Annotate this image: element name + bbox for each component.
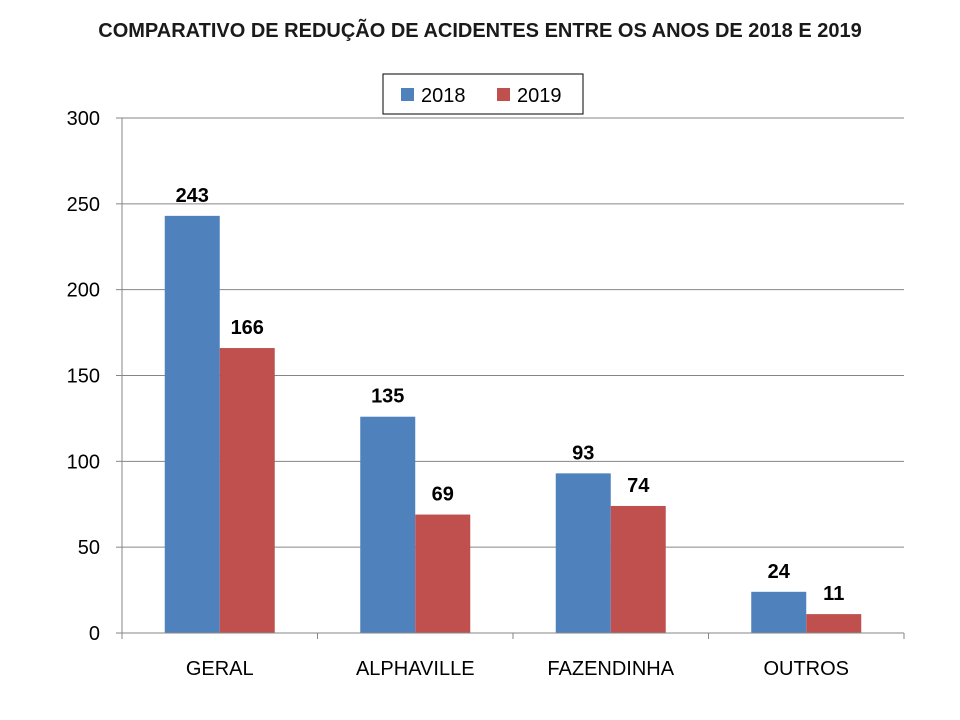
legend-label-2019: 2019 <box>517 85 562 107</box>
x-category-label-alphaville: ALPHAVILLE <box>356 658 475 680</box>
y-tick-label: 300 <box>67 108 100 130</box>
x-category-label-fazendinha: FAZENDINHA <box>547 658 674 680</box>
y-tick-label: 0 <box>89 623 100 645</box>
legend-swatch-2018 <box>401 88 414 101</box>
y-tick-label: 150 <box>67 366 100 388</box>
x-category-label-geral: GERAL <box>186 658 254 680</box>
x-category-label-outros: OUTROS <box>763 658 849 680</box>
data-label-geral-2019: 166 <box>231 317 264 339</box>
y-tick-label: 50 <box>78 537 100 559</box>
gridlines <box>122 117 904 548</box>
bar-alphaville-2019 <box>415 514 471 633</box>
data-label-fazendinha-2018: 93 <box>572 442 594 464</box>
y-tick-label: 250 <box>67 194 100 216</box>
chart-title: COMPARATIVO DE REDUÇÃO DE ACIDENTES ENTR… <box>98 20 862 42</box>
y-tick-label: 100 <box>67 451 100 473</box>
axes: 0 50 100 150 200 250 300 GERAL ALPHAVILLE FAZENDI… <box>67 108 905 680</box>
data-label-outros-2019: 11 <box>823 583 844 605</box>
bar-fazendinha-2018 <box>555 473 611 633</box>
legend-label-2018: 2018 <box>421 85 466 107</box>
data-label-alphaville-2018: 135 <box>371 386 404 408</box>
bar-fazendinha-2019 <box>610 505 666 633</box>
legend-swatch-2019 <box>497 88 510 101</box>
bar-alphaville-2018 <box>360 416 416 633</box>
data-label-alphaville-2019: 69 <box>432 484 454 506</box>
data-label-outros-2018: 24 <box>768 561 791 583</box>
bar-geral-2019 <box>219 348 275 633</box>
legend-box <box>382 73 584 115</box>
legend: 2018 2019 <box>382 73 584 115</box>
bar-geral-2018 <box>164 215 220 633</box>
bar-outros-2018 <box>751 591 807 633</box>
bar-outros-2019 <box>806 614 862 633</box>
data-label-geral-2018: 243 <box>176 185 209 207</box>
data-label-fazendinha-2019: 74 <box>627 475 650 497</box>
data-labels: 243 166 135 69 93 74 24 11 <box>176 185 845 605</box>
bars <box>164 215 862 633</box>
y-tick-label: 200 <box>67 280 100 302</box>
